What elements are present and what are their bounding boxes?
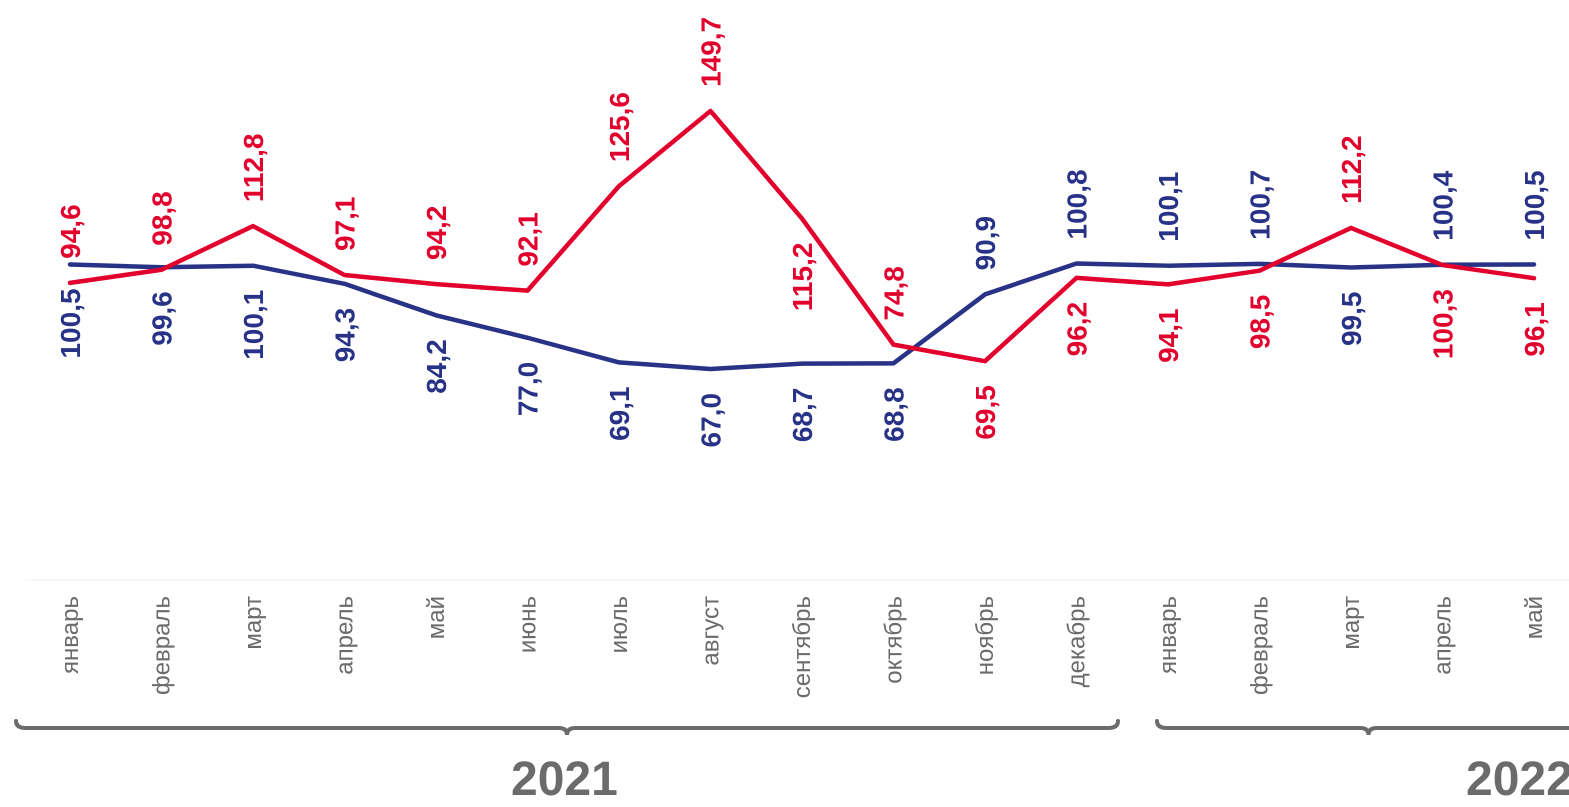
data-label: 77,0 <box>513 362 544 417</box>
data-label: 99,5 <box>1336 292 1367 347</box>
series-line-0 <box>67 261 1537 372</box>
x-tick-label: декабрь <box>1064 596 1091 687</box>
x-tick-label: август <box>698 596 725 666</box>
data-label: 99,6 <box>147 291 178 346</box>
data-label: 69,5 <box>970 385 1001 440</box>
year-bracket-2022 <box>1155 719 1569 736</box>
x-tick-label: февраль <box>1247 596 1274 695</box>
x-tick-label: май <box>1521 596 1548 639</box>
data-label: 100,3 <box>1428 289 1459 359</box>
data-label: 100,4 <box>1428 170 1459 240</box>
x-tick-label: март <box>1338 596 1365 650</box>
data-label: 94,3 <box>330 308 361 363</box>
data-label: 68,8 <box>879 387 910 442</box>
data-label: 115,2 <box>787 243 818 312</box>
year-bracket-2021 <box>14 719 1120 736</box>
data-label: 98,8 <box>147 191 178 246</box>
data-label: 100,1 <box>1153 172 1184 242</box>
data-label: 84,2 <box>421 339 452 394</box>
data-label: 98,5 <box>1245 295 1276 350</box>
x-tick-label: февраль <box>149 596 176 695</box>
year-label-2022: 2022 <box>1466 753 1569 806</box>
data-label: 100,5 <box>1519 170 1550 240</box>
data-label: 92,1 <box>513 212 544 267</box>
x-tick-label: октябрь <box>881 596 908 684</box>
x-tick-label: январь <box>1155 596 1182 674</box>
data-label: 94,2 <box>421 206 452 261</box>
data-label: 96,1 <box>1519 302 1550 357</box>
data-label: 100,7 <box>1245 170 1276 240</box>
data-label: 112,2 <box>1336 135 1367 204</box>
data-label: 97,1 <box>330 197 361 252</box>
data-label: 112,8 <box>238 134 269 203</box>
x-tick-label: июль <box>606 596 633 653</box>
x-tick-label: июнь <box>515 596 542 653</box>
data-label: 100,5 <box>55 288 86 358</box>
series-line-1 <box>67 108 1537 364</box>
x-tick-label: март <box>240 596 267 650</box>
year-label-2021: 2021 <box>511 753 618 806</box>
data-label: 90,9 <box>970 216 1001 271</box>
x-tick-label: январь <box>57 596 84 674</box>
data-label: 100,8 <box>1062 169 1093 239</box>
x-tick-label: апрель <box>1430 596 1457 675</box>
data-label: 125,6 <box>604 92 635 162</box>
data-label: 149,7 <box>696 17 727 87</box>
data-label: 68,7 <box>787 388 818 443</box>
data-label: 94,6 <box>55 204 86 259</box>
data-label: 69,1 <box>604 386 635 441</box>
x-tick-label: ноябрь <box>972 596 999 675</box>
x-tick-label: май <box>423 596 450 639</box>
data-label: 96,2 <box>1062 302 1093 357</box>
data-label: 94,1 <box>1153 308 1184 363</box>
data-label: 74,8 <box>879 266 910 321</box>
x-tick-label: сентябрь <box>789 596 816 698</box>
data-label: 100,1 <box>238 290 269 360</box>
data-label: 67,0 <box>696 393 727 448</box>
x-tick-label: апрель <box>332 596 359 675</box>
